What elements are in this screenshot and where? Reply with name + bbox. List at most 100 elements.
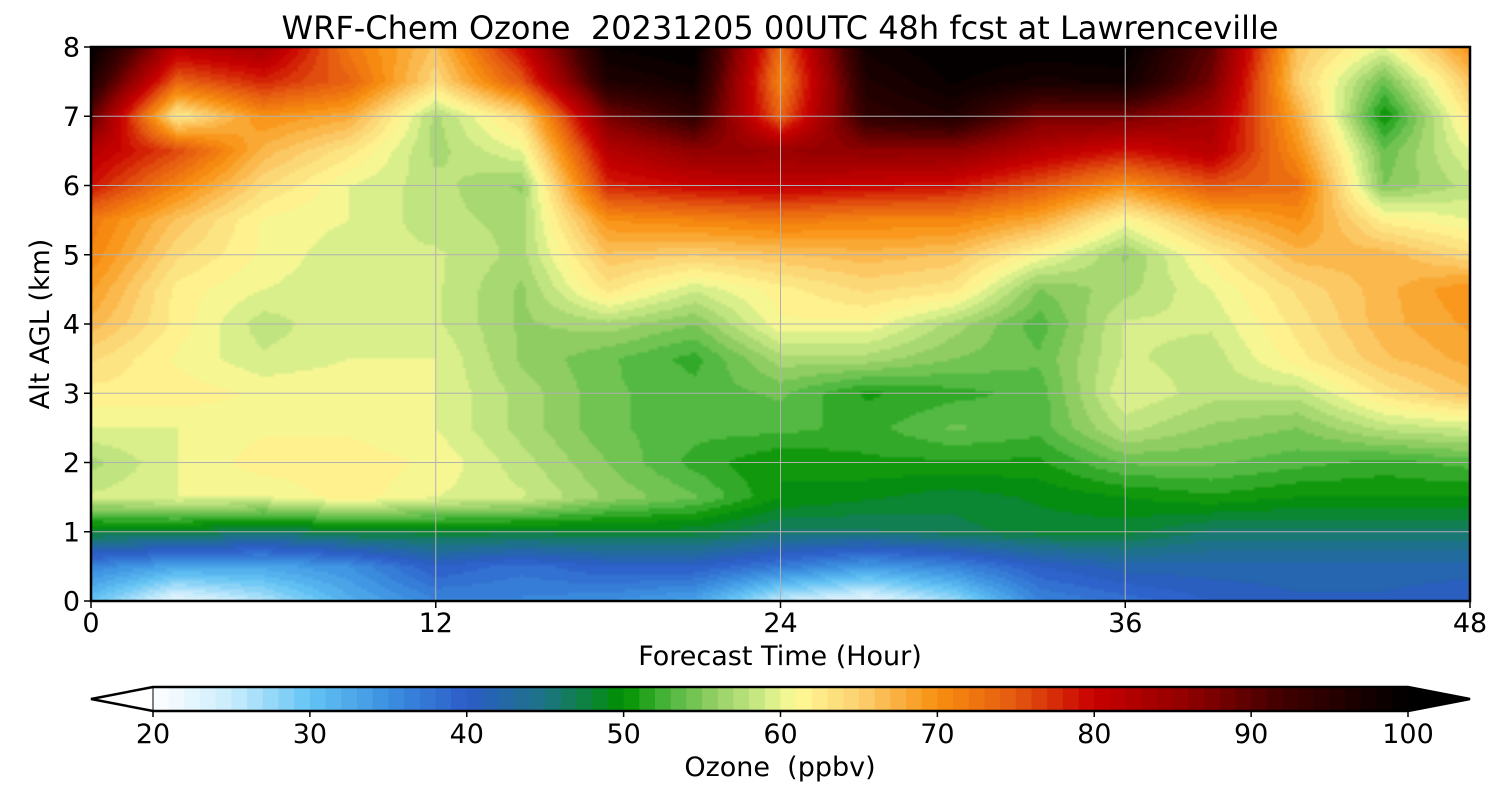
colorbar-swatch (262, 687, 280, 711)
x-axis-label: Forecast Time (Hour) (638, 641, 922, 672)
colorbar-swatch (733, 687, 750, 711)
colorbar-swatch (1000, 687, 1017, 711)
colorbar-swatch (482, 687, 499, 711)
colorbar-swatch (466, 687, 484, 711)
colorbar-swatch (1345, 687, 1362, 711)
colorbar-label: Ozone (ppbv) (684, 752, 875, 783)
colorbar-swatch (1360, 687, 1378, 711)
colorbar-swatch (513, 687, 531, 711)
colorbar-swatch (906, 687, 923, 711)
colorbar-swatch (325, 687, 342, 711)
colorbar-swatch (231, 687, 248, 711)
colorbar-tick-label: 40 (450, 719, 484, 750)
colorbar-swatch (890, 687, 907, 711)
colorbar-swatch (764, 687, 782, 711)
colorbar-swatch (702, 687, 719, 711)
colorbar-swatch (953, 687, 970, 711)
colorbar-swatch (1094, 687, 1111, 711)
colorbar-swatch (372, 687, 389, 711)
colorbar-swatch (717, 687, 735, 711)
colorbar-swatch (1078, 687, 1095, 711)
colorbar-swatch (1266, 687, 1284, 711)
colorbar-swatch (419, 687, 436, 711)
colorbar-swatch (858, 687, 876, 711)
colorbar-swatch (1219, 687, 1237, 711)
colorbar-swatch (1298, 687, 1315, 711)
x-tick-label: 48 (1453, 608, 1487, 639)
x-axis: 0 12 24 36 48 (82, 601, 1487, 639)
colorbar-swatch (1109, 687, 1127, 711)
y-tick-label: 3 (63, 379, 80, 410)
colorbar-swatch (1047, 687, 1064, 711)
colorbar-swatch (874, 687, 891, 711)
colorbar-swatch (294, 687, 311, 711)
x-tick-label: 24 (763, 608, 797, 639)
y-tick-label: 4 (63, 310, 80, 341)
colorbar-swatch (1204, 687, 1221, 711)
x-tick-label: 36 (1108, 608, 1142, 639)
colorbar-swatch (968, 687, 986, 711)
colorbar-swatch (529, 687, 546, 711)
colorbar-swatch (341, 687, 358, 711)
colorbar-swatch (843, 687, 860, 711)
colorbar-upper-extension (1407, 686, 1471, 712)
colorbar-swatch (1376, 687, 1393, 711)
colorbar-swatch (1329, 687, 1346, 711)
colorbar-swatch (404, 687, 421, 711)
y-tick-label: 6 (63, 171, 80, 202)
colorbar-swatch (309, 687, 327, 711)
colorbar-swatch (184, 687, 201, 711)
colorbar-swatch (1157, 687, 1174, 711)
colorbar-swatch (200, 687, 217, 711)
colorbar-tick-label: 90 (1234, 719, 1268, 750)
colorbar-swatch (937, 687, 954, 711)
colorbar-swatch (639, 687, 656, 711)
colorbar-swatch (1235, 687, 1252, 711)
colorbar-swatch (655, 687, 672, 711)
colorbar-tick-label: 50 (606, 719, 640, 750)
colorbar-swatch (1141, 687, 1158, 711)
colorbar-swatch (1031, 687, 1048, 711)
colorbar-ticks: 20 30 40 50 60 70 80 90 100 (136, 711, 1434, 750)
colorbar-swatch (796, 687, 813, 711)
colorbar-tick-label: 20 (136, 719, 170, 750)
colorbar-swatch (921, 687, 938, 711)
y-axis: 0 1 2 3 4 5 6 7 8 (63, 33, 91, 618)
colorbar-swatch (153, 687, 170, 711)
colorbar-swatch (1125, 687, 1142, 711)
colorbar-swatch (749, 687, 766, 711)
colorbar-swatch (247, 687, 264, 711)
colorbar-swatch (435, 687, 452, 711)
colorbar-swatch (168, 687, 185, 711)
colorbar-swatch (592, 687, 609, 711)
x-tick-label: 0 (82, 608, 99, 639)
colorbar-swatch (811, 687, 829, 711)
x-tick-label: 12 (419, 608, 453, 639)
grid-lines (91, 47, 1470, 601)
colorbar-tick-label: 100 (1382, 719, 1434, 750)
colorbar-tick-label: 30 (293, 719, 327, 750)
colorbar-swatch (607, 687, 625, 711)
colorbar-swatch (388, 687, 405, 711)
colorbar-swatch (670, 687, 687, 711)
colorbar-swatch (545, 687, 562, 711)
colorbar-tick-label: 80 (1077, 719, 1111, 750)
y-axis-label: Alt AGL (km) (25, 239, 56, 410)
y-tick-label: 8 (63, 33, 80, 64)
colorbar-swatch (498, 687, 515, 711)
y-tick-label: 0 (63, 587, 80, 618)
y-tick-label: 5 (63, 240, 80, 271)
colorbar-swatch (576, 687, 593, 711)
y-tick-label: 7 (63, 102, 80, 133)
colorbar-swatch (780, 687, 797, 711)
colorbar-swatch (451, 687, 468, 711)
chart-title: WRF-Chem Ozone 20231205 00UTC 48h fcst a… (281, 9, 1278, 47)
y-tick-label: 1 (63, 517, 80, 548)
colorbar-swatch (1313, 687, 1331, 711)
colorbar-swatch (560, 687, 578, 711)
colorbar: 20 30 40 50 60 70 80 90 100 Ozone (ppbv) (90, 685, 1471, 783)
colorbar-swatch (623, 687, 640, 711)
colorbar-swatch (827, 687, 844, 711)
colorbar-swatch (1062, 687, 1080, 711)
